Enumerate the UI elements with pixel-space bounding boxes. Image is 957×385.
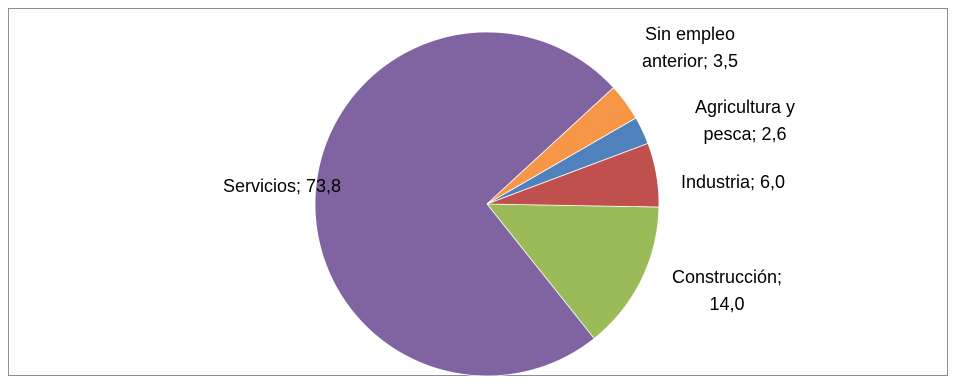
label-sin-empleo-anterior: Sin empleo anterior; 3,5 — [642, 24, 738, 71]
pie-labels: Servicios; 73,8 Sin empleo anterior; 3,5 Ag… — [223, 24, 795, 314]
slice-industria — [486, 142, 660, 208]
pie-slices — [314, 31, 660, 377]
label-servicios: Servicios; 73,8 — [223, 176, 341, 196]
label-construccion: Construcción; 14,0 — [672, 267, 782, 314]
label-industria: Industria; 6,0 — [681, 172, 785, 192]
slice-construccion — [486, 203, 660, 340]
label-agricultura-y-pesca: Agricultura y pesca; 2,6 — [695, 97, 795, 144]
slice-servicios — [314, 31, 615, 377]
